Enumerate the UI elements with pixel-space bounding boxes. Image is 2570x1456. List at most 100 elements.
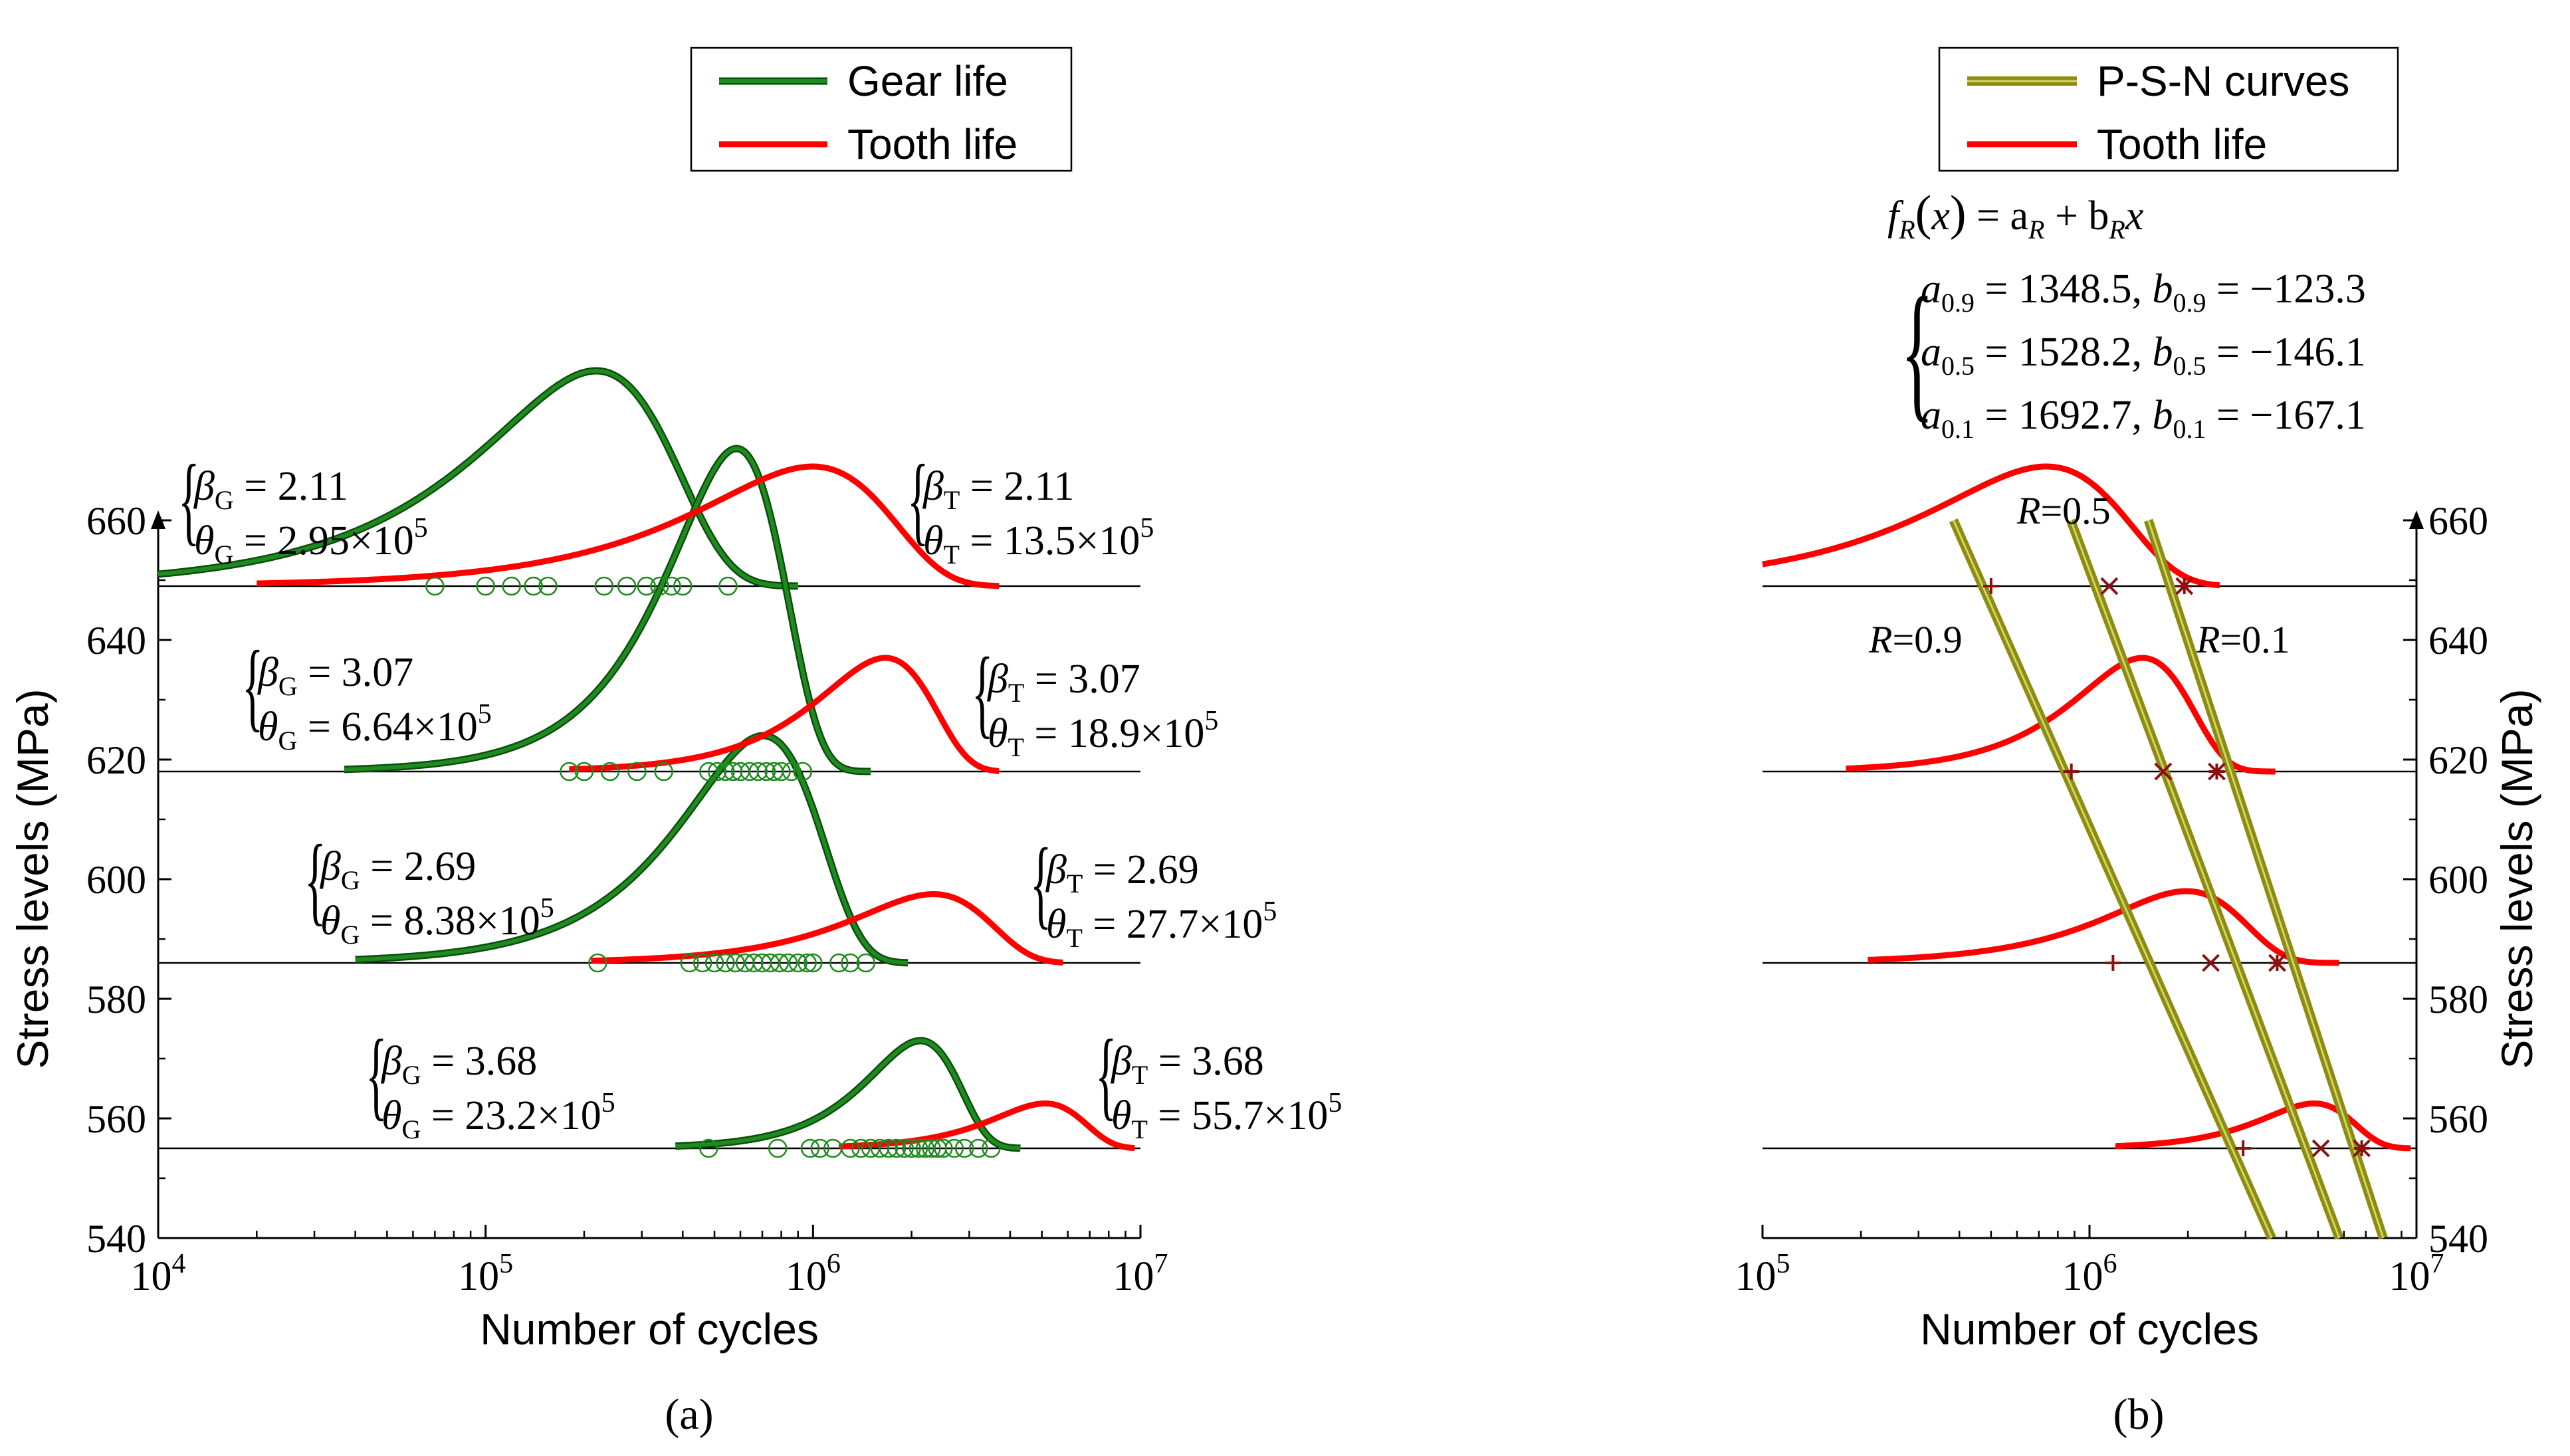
test-sample-marker — [772, 762, 791, 781]
test-sample-marker — [944, 1138, 964, 1158]
gear-params-brace: { — [242, 631, 263, 741]
failure-marker-star — [2175, 577, 2194, 595]
test-sample-marker — [538, 576, 558, 596]
test-sample-marker — [704, 953, 724, 973]
y-axis-label: Stress levels (MPa) — [2492, 688, 2541, 1069]
y-tick-label: 600 — [86, 858, 146, 902]
test-sample-marker — [716, 762, 735, 781]
tooth-life-curve — [1844, 655, 2277, 775]
y-tick-label: 580 — [86, 978, 146, 1021]
failure-marker-star — [2208, 762, 2226, 781]
test-sample-marker — [922, 1138, 941, 1158]
legend-tooth-label: Tooth life — [847, 120, 1017, 168]
y-tick-label: 640 — [2428, 619, 2488, 663]
formula-main: fR(x) = aR + bRx — [1887, 186, 2144, 245]
test-sample-marker — [600, 762, 620, 781]
test-sample-marker — [560, 762, 579, 781]
failure-marker-plus — [2105, 955, 2121, 971]
marker-stroke — [2353, 1139, 2371, 1158]
gear-life-curve — [355, 734, 909, 965]
psn-curve-label: R=0.9 — [1868, 618, 1963, 661]
legend-frame — [690, 47, 1073, 172]
y-tick-label: 560 — [86, 1097, 146, 1141]
test-sample-marker — [524, 576, 543, 596]
y-tick-label: 620 — [2428, 738, 2488, 782]
marker-stroke — [2202, 954, 2220, 972]
tooth-params-theta: θT = 55.7×105 — [1111, 1088, 1342, 1144]
legend-gear-label: Gear life — [847, 57, 1008, 105]
x-tick-label: 106 — [2062, 1249, 2117, 1299]
gear-params-beta: βG = 3.07 — [257, 650, 413, 701]
x-axis-label: Number of cycles — [480, 1304, 819, 1354]
psn-curve-highlight — [2070, 520, 2341, 1239]
failure-marker-cross — [2202, 954, 2220, 972]
test-sample-marker — [716, 953, 735, 973]
test-sample-marker — [770, 953, 790, 973]
tooth-life-curve — [1761, 463, 2221, 589]
gear-params-brace: { — [366, 1019, 387, 1130]
x-tick-label: 105 — [1735, 1249, 1790, 1299]
failure-marker-plus — [2063, 764, 2080, 780]
y-tick-label: 640 — [86, 619, 146, 663]
legend-b: P-S-N curves Tooth life — [1938, 47, 2399, 172]
test-sample-marker — [841, 953, 860, 973]
y-tick-label: 560 — [2428, 1097, 2488, 1141]
test-sample-marker — [502, 576, 521, 596]
panel-label-b: (b) — [2113, 1390, 2165, 1439]
test-sample-marker — [810, 1138, 830, 1158]
y-tick-label: 660 — [86, 499, 146, 543]
tooth-params-brace: { — [1030, 828, 1051, 938]
test-sample-marker — [829, 953, 849, 973]
gear-params-beta: βG = 2.69 — [320, 844, 476, 895]
test-sample-marker — [879, 1138, 899, 1158]
legend-a: Gear life Tooth life — [690, 47, 1073, 172]
test-sample-marker — [851, 1138, 871, 1158]
gear-params-theta: θG = 2.95×105 — [194, 513, 428, 570]
x-tick-label: 105 — [458, 1249, 513, 1299]
gear-params-beta: βG = 3.68 — [381, 1039, 537, 1090]
legend-psn-label: P-S-N curves — [2097, 57, 2350, 105]
test-sample-marker — [627, 762, 647, 781]
chart-a: 104 105 106 107 540 560 580 600 620 640 660 Number … — [8, 47, 1342, 1354]
tooth-life-curve — [256, 463, 1000, 589]
test-sample-marker — [588, 953, 607, 973]
test-sample-marker — [934, 1138, 953, 1158]
failure-marker-cross — [2311, 1139, 2330, 1158]
y-tick-label: 600 — [2428, 858, 2488, 902]
gear-life-curve — [158, 369, 798, 588]
test-sample-marker — [673, 576, 693, 596]
test-sample-marker — [768, 1138, 788, 1158]
gear-life-curve — [675, 1039, 1021, 1150]
test-sample-marker — [617, 576, 637, 596]
test-sample-marker — [968, 1138, 988, 1158]
tooth-params-brace: { — [972, 637, 993, 748]
test-sample-marker — [756, 762, 776, 781]
test-sample-marker — [909, 1138, 928, 1158]
psn-curve-label: R=0.5 — [2016, 489, 2111, 532]
tooth-life-curve — [1866, 888, 2341, 966]
formula-param-row: a0.5 = 1528.2, b0.5 = −146.1 — [1921, 330, 2366, 381]
y-axis-label: Stress levels (MPa) — [8, 688, 57, 1069]
y-tick-label: 540 — [2428, 1217, 2488, 1261]
tooth-params-brace: { — [1095, 1019, 1117, 1130]
failure-marker-plus — [1982, 578, 1999, 594]
marker-stroke — [2268, 954, 2286, 972]
test-sample-marker — [778, 953, 798, 973]
psn-curve-highlight — [1952, 520, 2273, 1239]
y-tick-label: 580 — [2428, 978, 2488, 1021]
tooth-life-curve — [837, 1100, 1137, 1151]
x-axis-label: Number of cycles — [1920, 1304, 2259, 1354]
marker-stroke — [2311, 1139, 2330, 1158]
test-sample-marker — [594, 576, 614, 596]
test-sample-marker — [982, 1138, 1001, 1158]
marker-stroke — [2175, 577, 2194, 595]
test-sample-marker — [699, 1138, 718, 1158]
psn-curve-highlight — [2147, 520, 2385, 1239]
x-tick-label: 104 — [131, 1249, 186, 1299]
x-tick-label: 107 — [2389, 1249, 2444, 1299]
legend-frame — [1938, 47, 2399, 172]
legend-tooth-label: Tooth life — [2097, 120, 2267, 168]
tooth-params-beta: βT = 2.69 — [1045, 847, 1199, 898]
marker-stroke — [2100, 577, 2119, 595]
